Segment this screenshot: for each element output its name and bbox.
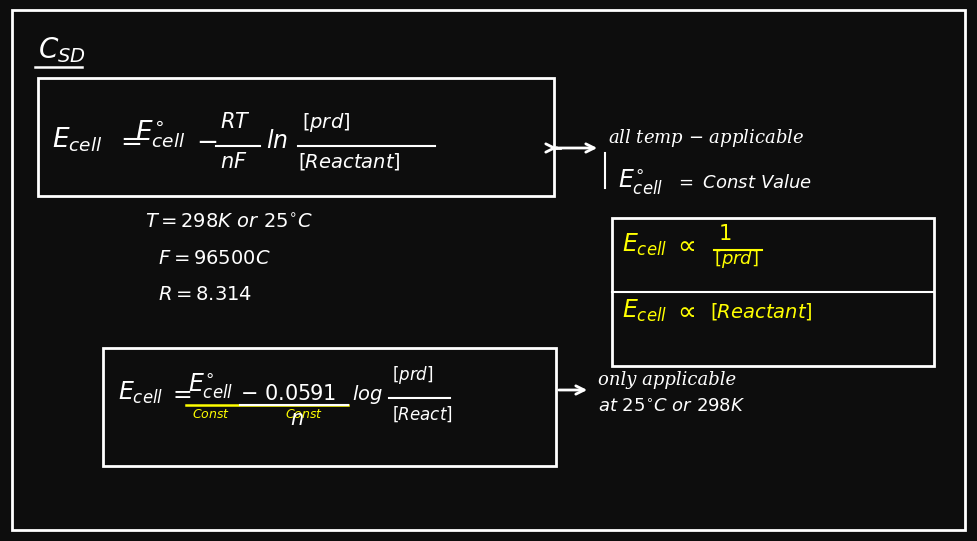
Bar [612, 218, 934, 366]
Text: $E_{cell}$: $E_{cell}$ [118, 380, 163, 406]
Text: $\propto$: $\propto$ [672, 232, 695, 257]
Text: $E^{\circ}_{cell}$: $E^{\circ}_{cell}$ [618, 168, 663, 197]
Text: $E_{cell}$: $E_{cell}$ [622, 298, 667, 324]
Text: $=$: $=$ [168, 382, 191, 405]
Text: $log$: $log$ [352, 383, 383, 406]
Text: all temp $-$ applicable: all temp $-$ applicable [608, 127, 804, 149]
Text: $ln$: $ln$ [266, 130, 288, 153]
Text: only applicable: only applicable [598, 371, 736, 389]
Text: $= \ Const \ Value$: $= \ Const \ Value$ [675, 174, 812, 192]
Text: $- \ 0.0591$: $- \ 0.0591$ [240, 384, 336, 404]
Text: $RT$: $RT$ [220, 112, 251, 132]
Text: $E^{\circ}_{cell}$: $E^{\circ}_{cell}$ [188, 372, 234, 401]
Text: $E_{cell}$: $E_{cell}$ [622, 232, 667, 258]
Text: $C_{SD}$: $C_{SD}$ [38, 35, 86, 65]
Text: $E_{cell}$: $E_{cell}$ [52, 126, 103, 155]
Text: $1$: $1$ [718, 224, 732, 244]
Text: $[Reactant]$: $[Reactant]$ [710, 301, 813, 322]
Text: $at \ 25^{\circ}C \ or \ 298K$: $at \ 25^{\circ}C \ or \ 298K$ [598, 398, 745, 416]
Text: $=$: $=$ [115, 128, 142, 153]
Text: $Const$: $Const$ [192, 408, 231, 421]
Text: $T = 298K \ or \ 25^{\circ}C$: $T = 298K \ or \ 25^{\circ}C$ [145, 213, 313, 232]
Text: $E^{\circ}_{cell}$: $E^{\circ}_{cell}$ [135, 118, 186, 149]
Text: $[prd]$: $[prd]$ [714, 248, 759, 270]
Text: $[prd]$: $[prd]$ [302, 111, 351, 134]
Text: $Const$: $Const$ [285, 408, 323, 421]
Text: $n$: $n$ [290, 410, 304, 429]
Text: $nF$: $nF$ [220, 152, 247, 172]
Text: $[React]$: $[React]$ [392, 405, 452, 424]
Text: $[prd]$: $[prd]$ [392, 364, 434, 386]
Text: $-$: $-$ [196, 128, 217, 153]
Bar [103, 348, 556, 466]
Text: $\propto$: $\propto$ [672, 298, 695, 323]
Text: $R = 8.314$: $R = 8.314$ [158, 286, 252, 304]
Bar [38, 78, 554, 196]
Text: $F = 96500C$: $F = 96500C$ [158, 250, 271, 268]
Text: $[Reactant]$: $[Reactant]$ [298, 151, 401, 173]
